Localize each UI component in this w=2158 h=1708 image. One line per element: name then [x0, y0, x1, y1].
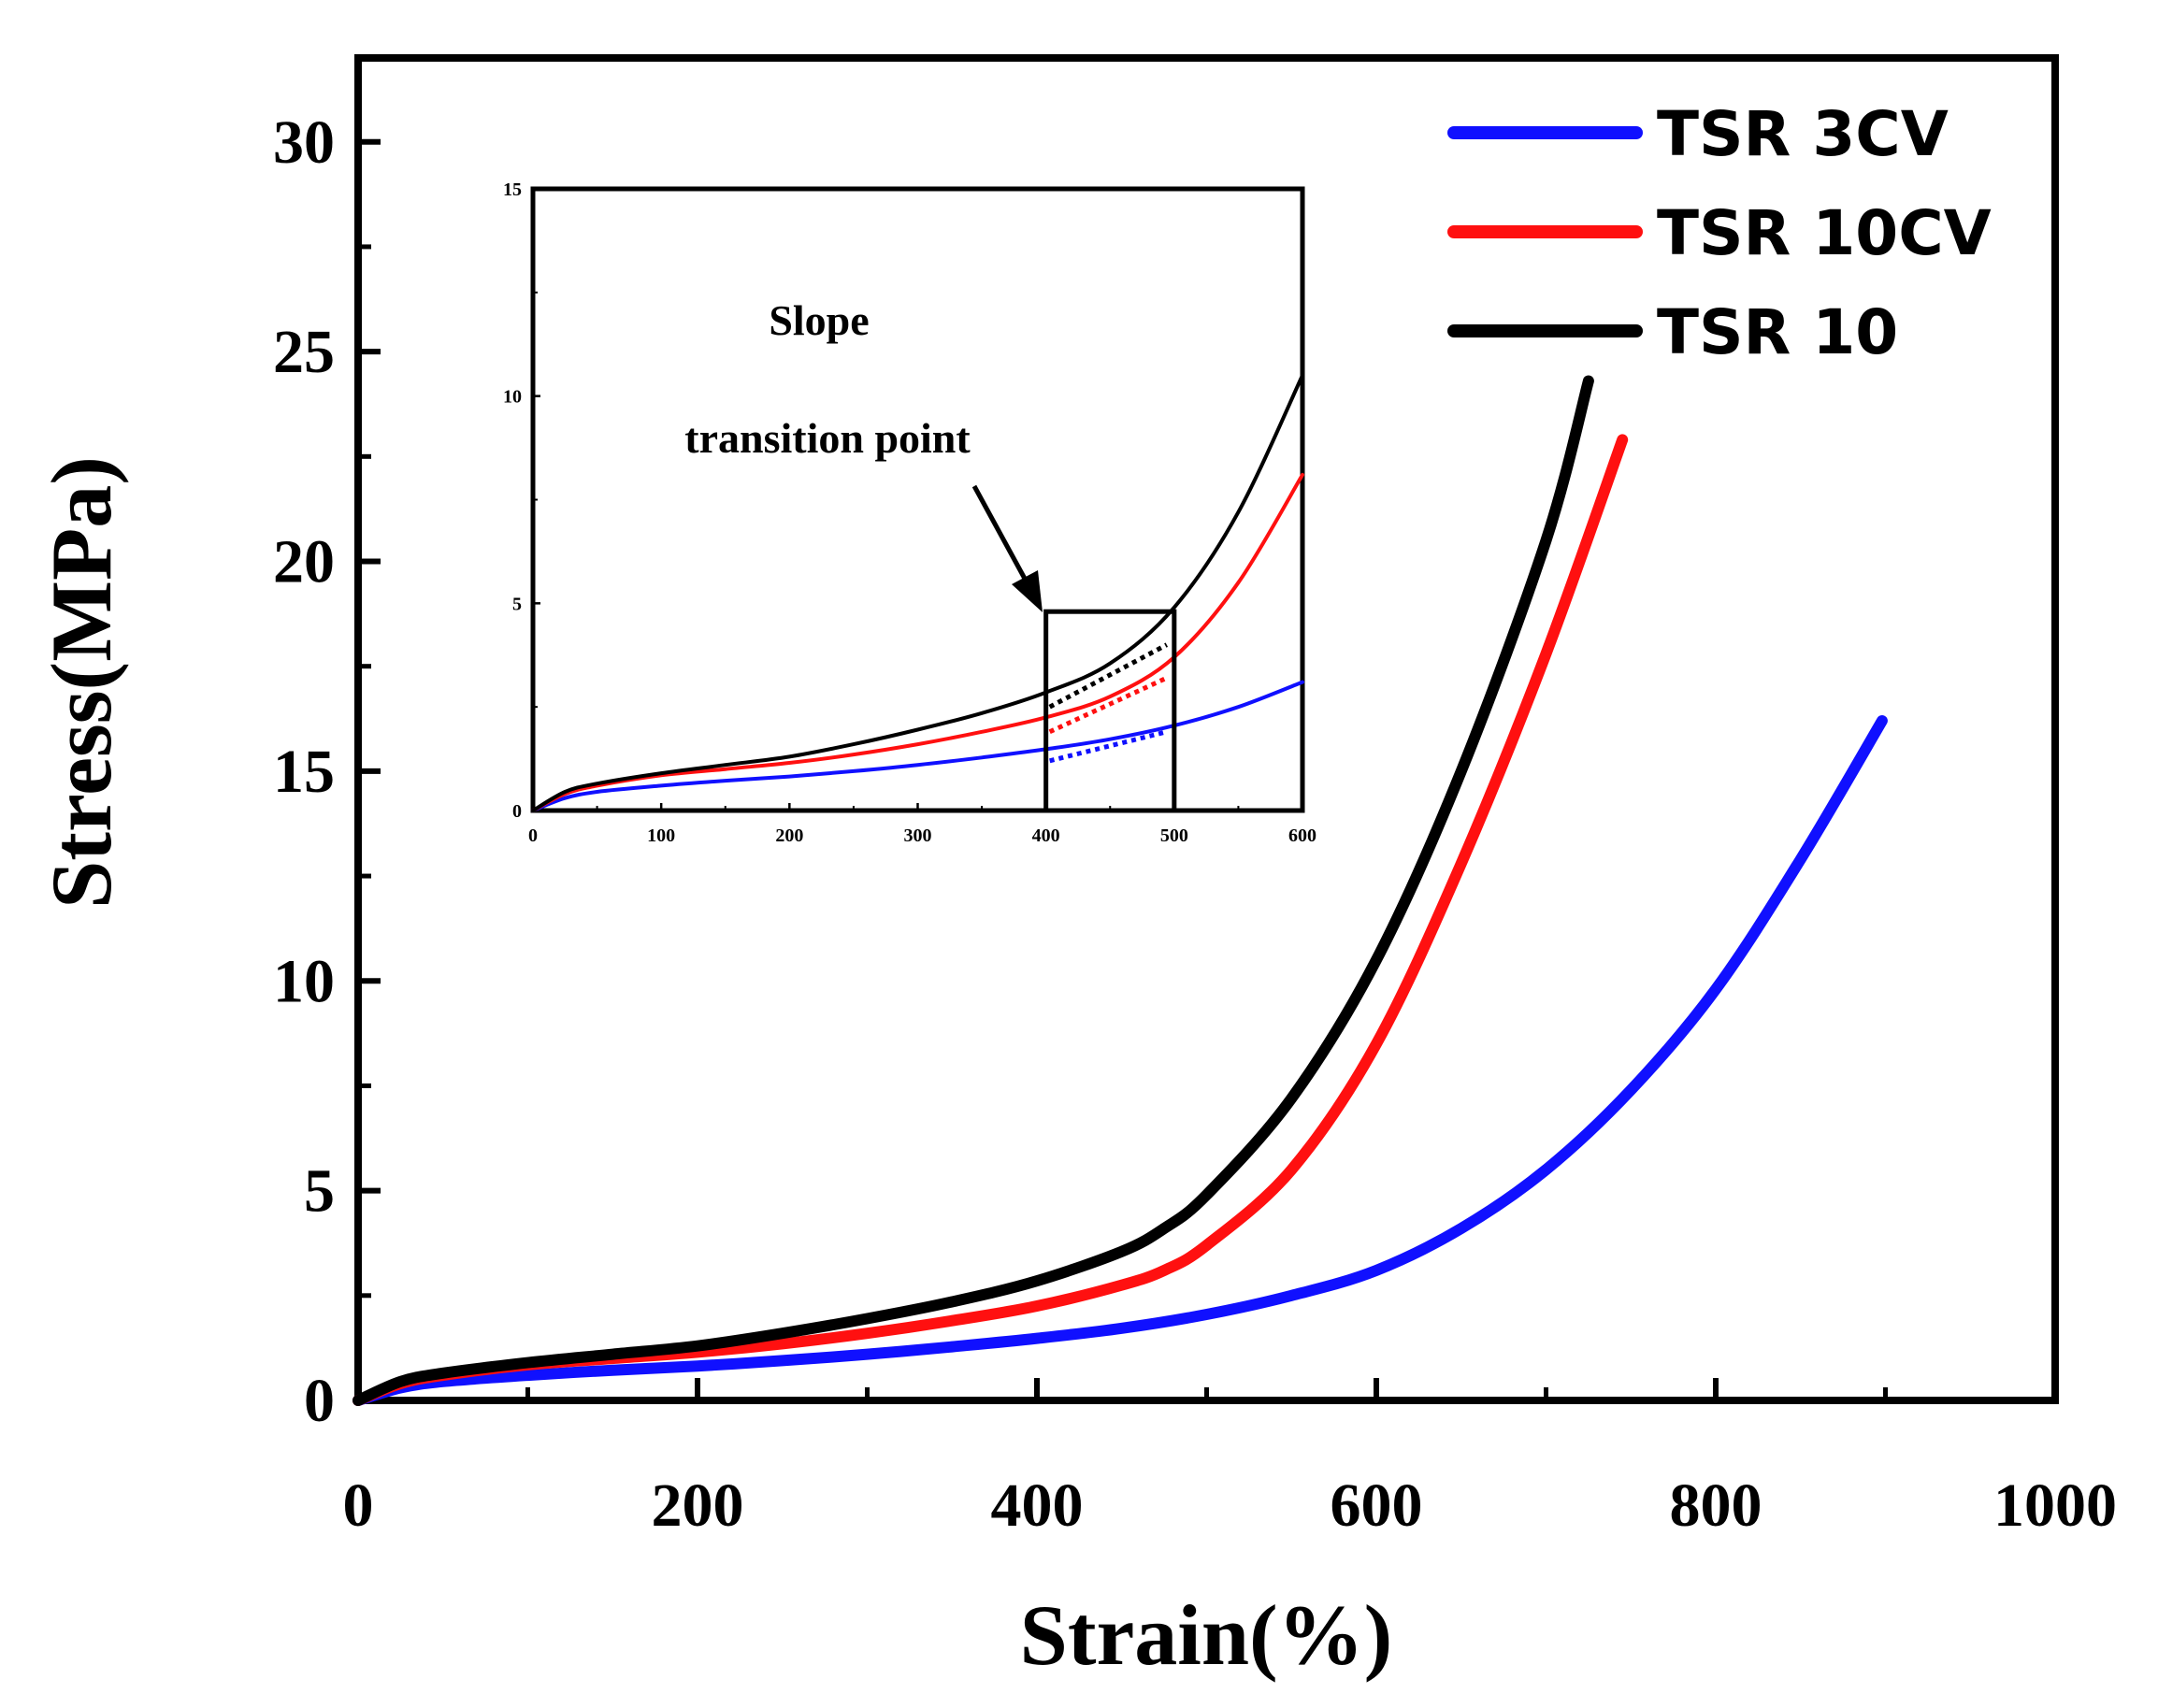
inset-x-tick-label: 100 — [647, 825, 675, 846]
inset-x-tick-label: 200 — [775, 825, 803, 846]
inset-series-line-tsr-10 — [531, 373, 1304, 812]
transition-highlight-box — [1043, 609, 1177, 813]
y-tick-label: 30 — [273, 108, 335, 177]
y-tick-label: 20 — [273, 528, 335, 596]
inset-y-tick-label: 0 — [512, 801, 522, 822]
inset-ticks: 0 100 200 300 400 500 600 0 5 10 15 — [503, 179, 1316, 846]
transition-arrow-head — [1012, 570, 1043, 612]
x-tick-label: 0 — [343, 1471, 374, 1540]
inset-y-tick-label: 5 — [512, 594, 522, 614]
y-tick-label: 15 — [273, 738, 335, 806]
inset-series — [531, 373, 1304, 812]
x-tick-label: 800 — [1670, 1471, 1762, 1540]
x-tick-label: 400 — [991, 1471, 1084, 1540]
inset-y-tick-label: 15 — [503, 179, 522, 200]
transition-box-rect — [1043, 609, 1177, 813]
slope-fit-tsr-10 — [1048, 642, 1169, 710]
inset-plot-frame — [530, 186, 1305, 813]
y-tick-label: 5 — [304, 1157, 335, 1226]
inset-x-tick-label: 0 — [528, 825, 538, 846]
slope-fit-tsr-10cv — [1048, 675, 1168, 735]
inset-x-tick-label: 300 — [904, 825, 932, 846]
series-line-tsr-3cv — [352, 715, 1888, 1406]
inset-plot: 0 100 200 300 400 500 600 0 5 10 15 Slope transiti… — [503, 179, 1316, 846]
slope-fit-tsr-3cv — [1049, 729, 1168, 764]
series-line-tsr-10 — [352, 375, 1594, 1406]
y-tick-label: 25 — [273, 318, 335, 386]
inset-x-tick-label: 600 — [1288, 825, 1316, 846]
y-tick-label: 10 — [273, 947, 335, 1015]
transition-arrow-shaft — [971, 484, 1033, 591]
legend: TSR 3CV TSR 10CV TSR 10 — [1447, 98, 1992, 368]
y-axis-title: Stress(MPa) — [34, 456, 129, 909]
legend-label-tsr-3cv: TSR 3CV — [1657, 98, 1949, 170]
x-tick-label: 1000 — [1993, 1471, 2117, 1540]
main-series — [352, 375, 1888, 1406]
y-tick-label: 0 — [304, 1367, 335, 1435]
x-tick-label: 600 — [1331, 1471, 1423, 1540]
x-tick-label: 200 — [652, 1471, 744, 1540]
transition-point-annotation: transition point — [684, 414, 971, 462]
inset-x-tick-label: 400 — [1032, 825, 1060, 846]
x-axis-title: Strain(%) — [1020, 1587, 1393, 1683]
inset-series-line-tsr-10cv — [531, 472, 1304, 812]
inset-y-tick-label: 10 — [503, 387, 522, 408]
inset-x-tick-label: 500 — [1160, 825, 1188, 846]
inset-series-line-tsr-3cv — [531, 680, 1304, 812]
slope-annotation: Slope — [769, 296, 869, 344]
legend-label-tsr-10: TSR 10 — [1657, 296, 1898, 368]
legend-label-tsr-10cv: TSR 10CV — [1657, 197, 1992, 269]
